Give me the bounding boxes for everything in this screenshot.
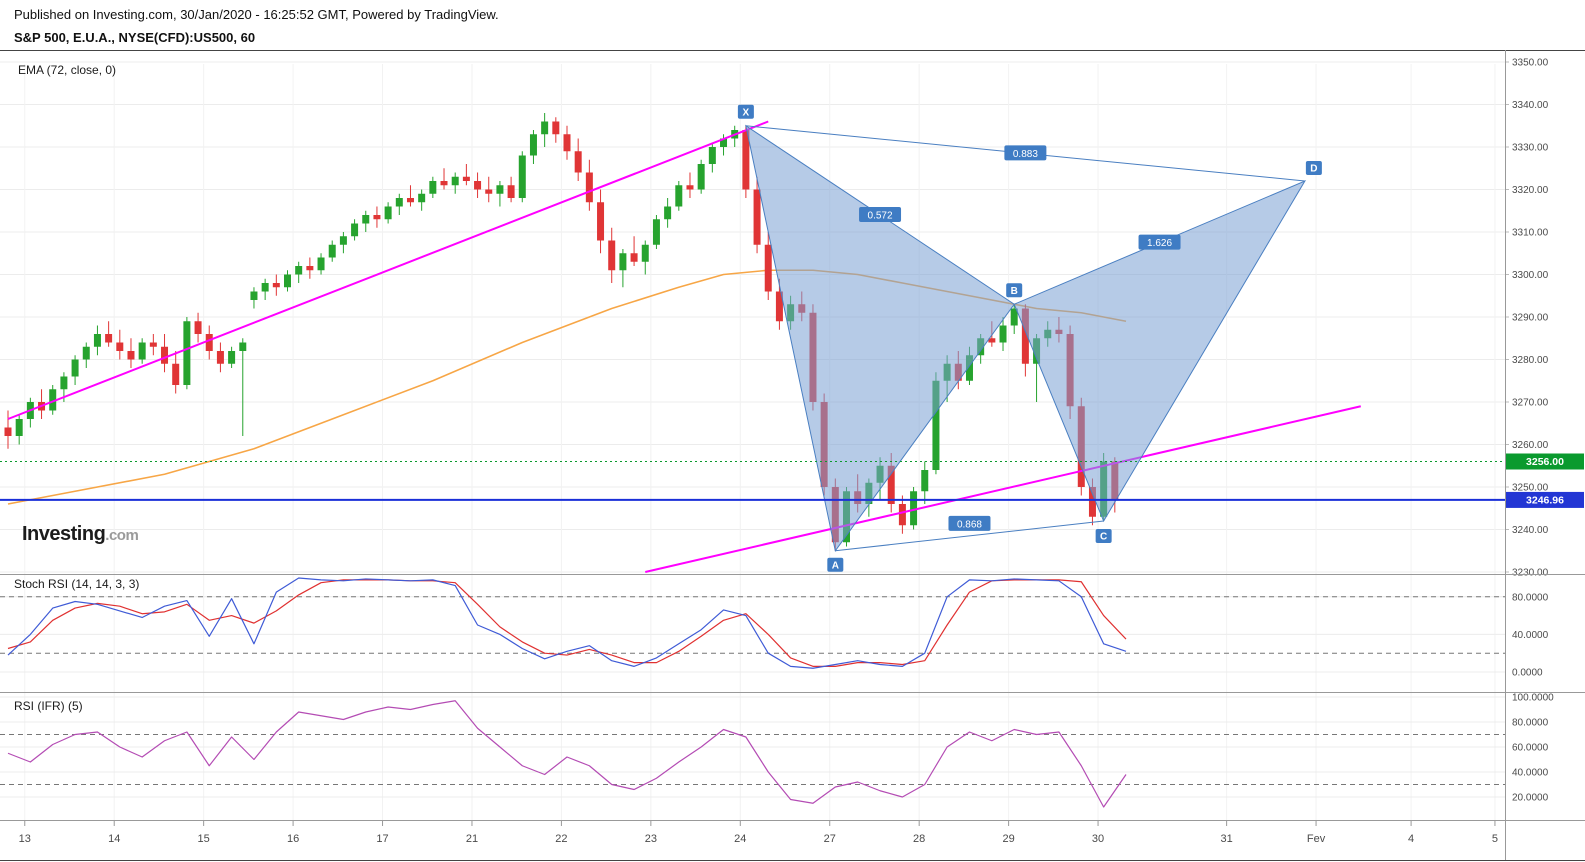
logo-tld: .com — [105, 527, 139, 544]
svg-text:Fev: Fev — [1307, 833, 1326, 845]
svg-text:3240.00: 3240.00 — [1512, 525, 1549, 536]
svg-text:27: 27 — [824, 833, 836, 845]
svg-text:3330.00: 3330.00 — [1512, 143, 1549, 154]
svg-text:3350.00: 3350.00 — [1512, 58, 1549, 69]
price-axis[interactable]: 3230.00 3240.00 3250.00 3260.00 3270.00 3280.… — [1505, 58, 1554, 804]
svg-text:15: 15 — [198, 833, 210, 845]
publish-info: Published on Investing.com, 30/Jan/2020 … — [14, 7, 499, 22]
svg-text:60.0000: 60.0000 — [1512, 743, 1549, 754]
svg-text:B: B — [1011, 286, 1018, 297]
svg-text:4: 4 — [1408, 833, 1414, 845]
stoch-rsi-indicator-label: Stoch RSI (14, 14, 3, 3) — [14, 577, 140, 591]
svg-text:31: 31 — [1220, 833, 1232, 845]
svg-text:40.0000: 40.0000 — [1512, 630, 1549, 641]
svg-text:16: 16 — [287, 833, 299, 845]
pattern-point-label: A — [827, 557, 844, 572]
time-axis[interactable]: 13 14 15 16 17 21 22 23 24 27 28 29 30 31 Fev 4 5 — [19, 820, 1498, 845]
svg-text:40.0000: 40.0000 — [1512, 768, 1549, 779]
svg-text:80.0000: 80.0000 — [1512, 592, 1549, 603]
svg-text:3320.00: 3320.00 — [1512, 185, 1549, 196]
price-chart[interactable]: 0.8830.5721.6260.868XABCD3256.003246.963… — [0, 50, 1585, 862]
pattern-point-label: C — [1095, 529, 1112, 543]
svg-text:23: 23 — [645, 833, 657, 845]
svg-text:A: A — [832, 560, 839, 571]
svg-text:0.883: 0.883 — [1013, 149, 1038, 160]
fib-ratio-label: 1.626 — [1138, 234, 1181, 250]
trendlines[interactable] — [7, 120, 1362, 573]
svg-text:3270.00: 3270.00 — [1512, 398, 1549, 409]
pattern-point-label: B — [1006, 283, 1023, 298]
svg-text:20.0000: 20.0000 — [1512, 793, 1549, 804]
svg-text:5: 5 — [1492, 833, 1498, 845]
svg-text:3310.00: 3310.00 — [1512, 228, 1549, 239]
ema-indicator-label: EMA (72, close, 0) — [18, 63, 117, 77]
svg-text:14: 14 — [108, 833, 120, 845]
rsi-indicator-label: RSI (IFR) (5) — [14, 699, 83, 713]
price-lines[interactable]: 3256.00 3246.96 — [0, 453, 1584, 508]
svg-text:X: X — [743, 107, 750, 118]
svg-text:24: 24 — [734, 833, 746, 845]
grid — [0, 61, 1505, 820]
fib-ratio-label: 0.572 — [859, 207, 902, 222]
svg-text:0.572: 0.572 — [868, 211, 893, 222]
price-badge: 3246.96 — [1506, 491, 1584, 508]
investing-logo: Investing.com — [22, 523, 139, 546]
svg-text:3260.00: 3260.00 — [1512, 440, 1549, 451]
svg-text:3300.00: 3300.00 — [1512, 270, 1549, 281]
pattern-point-label: X — [737, 104, 754, 119]
svg-text:3280.00: 3280.00 — [1512, 355, 1549, 366]
svg-text:3290.00: 3290.00 — [1512, 313, 1549, 324]
svg-text:D: D — [1310, 164, 1317, 175]
harmonic-pattern[interactable]: 0.883 0.572 1.626 0.868 X A B C D — [737, 104, 1322, 572]
svg-text:3250.00: 3250.00 — [1512, 483, 1549, 494]
fib-ratio-label: 0.868 — [948, 515, 991, 531]
stoch-rsi-lines — [7, 577, 1127, 669]
svg-text:30: 30 — [1092, 833, 1104, 845]
svg-text:21: 21 — [466, 833, 478, 845]
svg-text:1.626: 1.626 — [1147, 238, 1172, 249]
chart-area[interactable]: 0.883 0.572 1.626 0.868 X A B C D 3256.00 3246.96 3… — [0, 50, 1585, 862]
svg-text:3340.00: 3340.00 — [1512, 100, 1549, 111]
svg-text:C: C — [1100, 532, 1107, 543]
svg-text:3246.96: 3246.96 — [1526, 494, 1564, 506]
svg-text:80.0000: 80.0000 — [1512, 718, 1549, 729]
svg-text:0.0000: 0.0000 — [1512, 668, 1543, 679]
svg-text:3230.00: 3230.00 — [1512, 568, 1549, 579]
logo-name: Investing — [22, 523, 106, 545]
svg-text:17: 17 — [376, 833, 388, 845]
svg-text:13: 13 — [19, 833, 31, 845]
svg-text:28: 28 — [913, 833, 925, 845]
svg-text:100.0000: 100.0000 — [1512, 693, 1554, 704]
panel-separators — [0, 50, 1585, 861]
pattern-point-label: D — [1305, 161, 1322, 175]
svg-text:0.868: 0.868 — [957, 519, 982, 530]
chart-title: S&P 500, E.U.A., NYSE(CFD):US500, 60 — [14, 30, 256, 45]
svg-text:29: 29 — [1002, 833, 1014, 845]
svg-text:22: 22 — [555, 833, 567, 845]
fib-ratio-label: 0.883 — [1004, 145, 1047, 161]
price-badge: 3256.00 — [1506, 453, 1584, 470]
svg-text:3256.00: 3256.00 — [1526, 456, 1564, 468]
rsi-line — [7, 700, 1127, 808]
